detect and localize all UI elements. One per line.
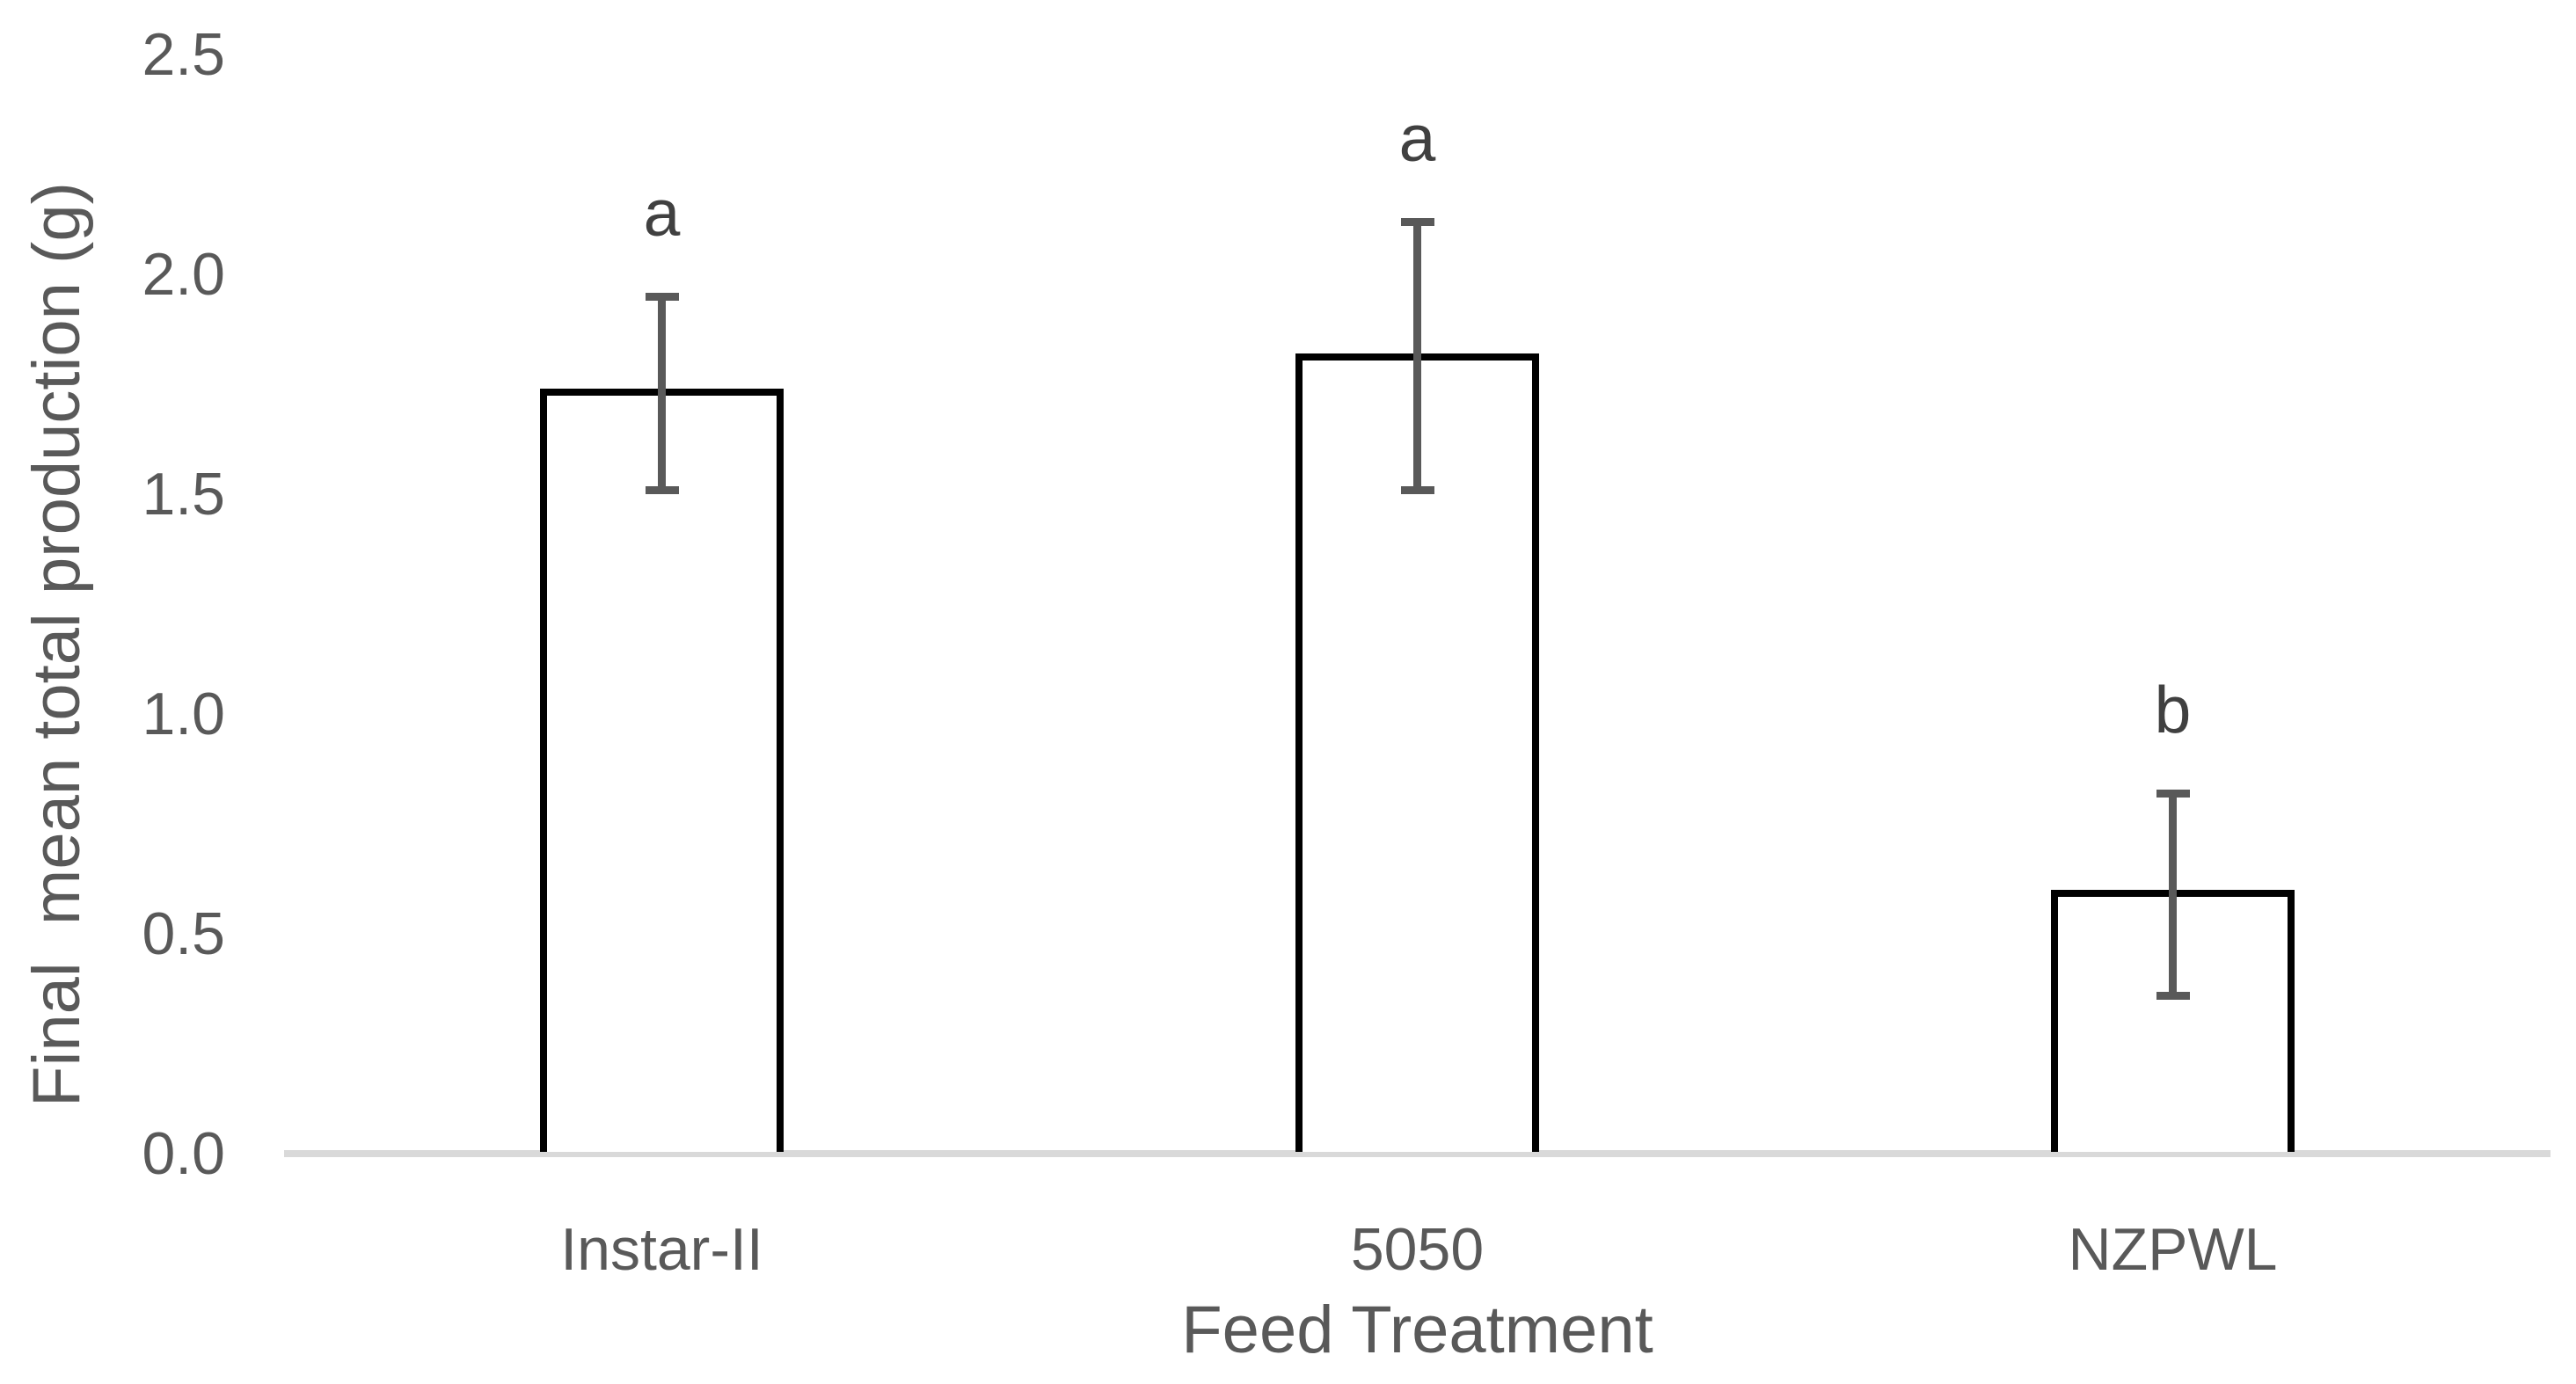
- significance-letter-Instar-II: a: [643, 176, 681, 250]
- error-cap-bottom-Instar-II: [645, 485, 679, 494]
- y-tick-label: 0.0: [142, 1120, 225, 1187]
- category-label-NZPWL: NZPWL: [2068, 1216, 2278, 1283]
- x-axis-baseline: [284, 1150, 2550, 1157]
- error-cap-top-Instar-II: [645, 292, 679, 301]
- category-label-5050: 5050: [1350, 1216, 1485, 1283]
- error-cap-top-NZPWL: [2156, 789, 2190, 798]
- bar-Instar-II: [540, 389, 784, 1152]
- x-axis-title: Feed Treatment: [1181, 1293, 1653, 1367]
- y-tick-label: 2.0: [142, 241, 225, 308]
- error-bar-NZPWL: [2169, 793, 2177, 995]
- category-label-Instar-II: Instar-II: [560, 1216, 763, 1283]
- significance-letter-NZPWL: b: [2154, 673, 2192, 747]
- y-tick-label: 0.5: [142, 900, 225, 967]
- y-tick-label: 1.5: [142, 461, 225, 528]
- error-cap-top-5050: [1400, 217, 1434, 226]
- y-tick-label: 1.0: [142, 681, 225, 747]
- error-cap-bottom-NZPWL: [2156, 991, 2190, 1000]
- significance-letter-5050: a: [1398, 101, 1436, 175]
- y-tick-label: 2.5: [142, 21, 225, 88]
- error-bar-5050: [1413, 222, 1421, 490]
- error-cap-bottom-5050: [1400, 485, 1434, 494]
- error-bar-Instar-II: [658, 296, 666, 490]
